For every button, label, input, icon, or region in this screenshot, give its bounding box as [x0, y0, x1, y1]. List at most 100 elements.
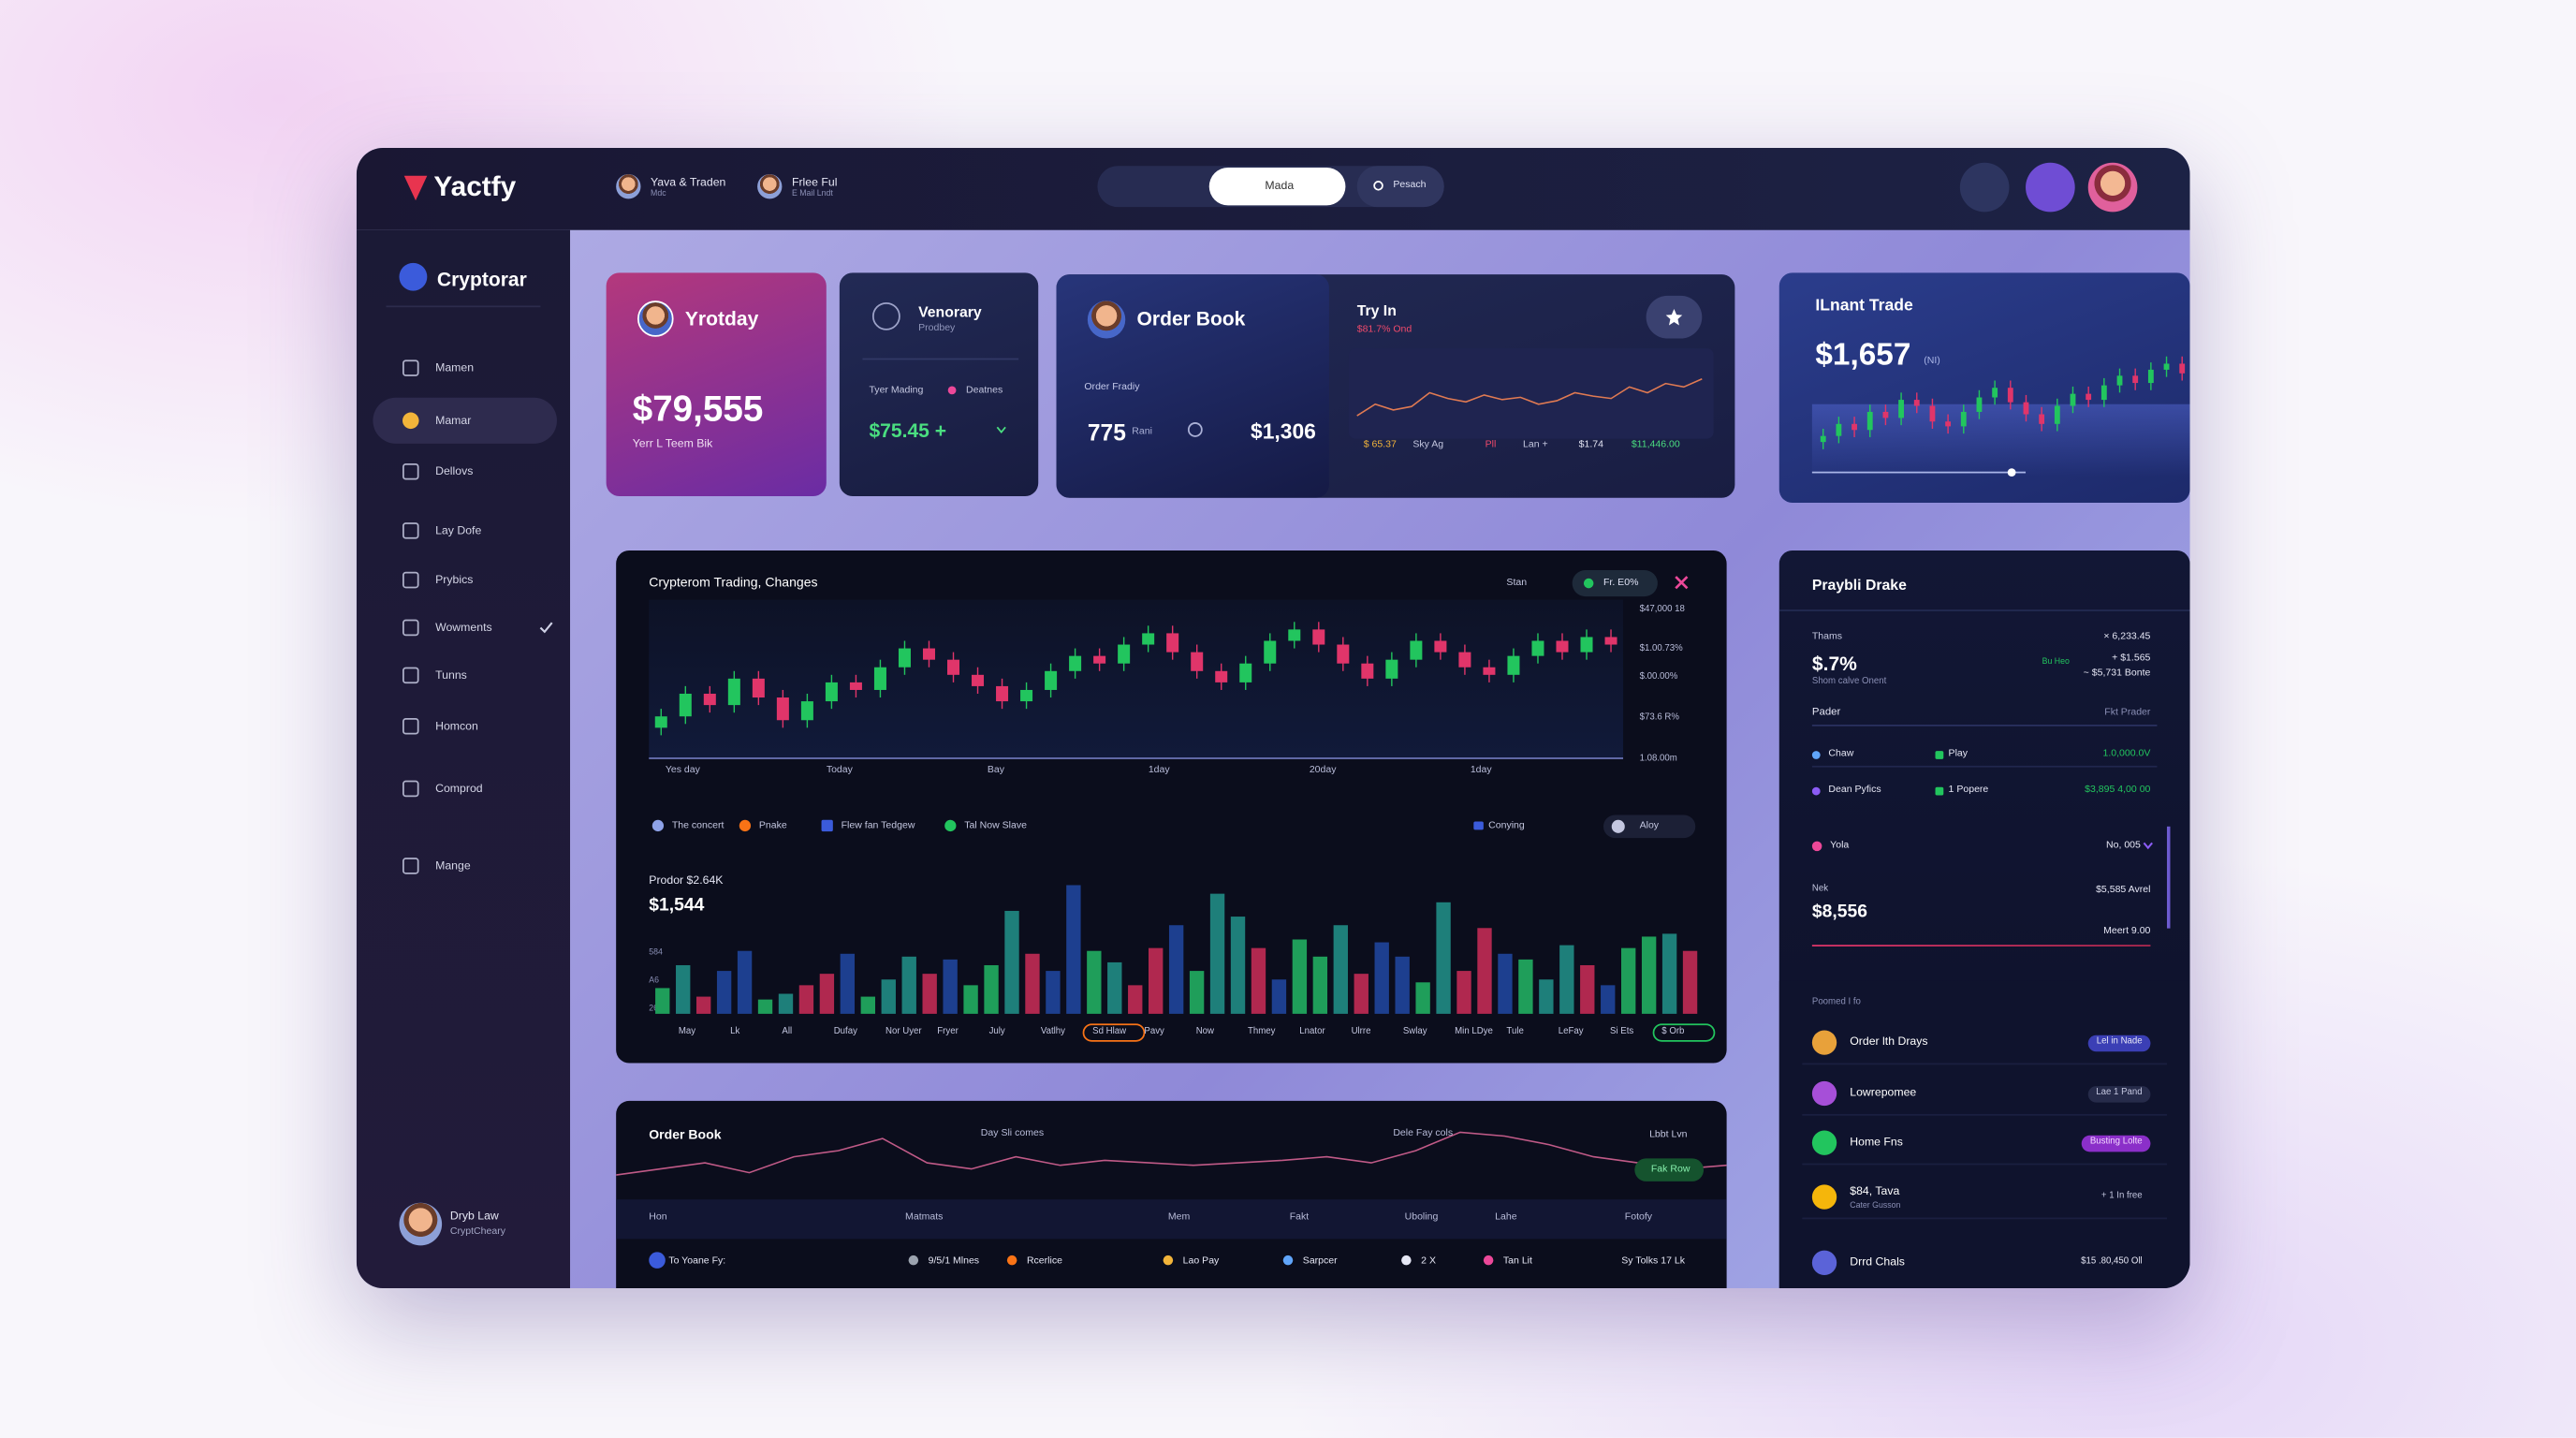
candle-body: [1118, 644, 1131, 664]
chart-area: [649, 599, 1624, 759]
volume-bar: [1149, 947, 1164, 1014]
label: Deatnes: [965, 386, 1003, 396]
x-label: Min LDye: [1455, 1026, 1493, 1037]
check-icon: [539, 622, 553, 634]
list-name: Drrd Chals: [1850, 1256, 1905, 1269]
order-book-card[interactable]: Order Book Order Fradiy 775 Rani $1,306 Try I…: [1056, 274, 1735, 498]
icon: [1611, 819, 1625, 833]
list-name: Lowrepomee: [1850, 1087, 1917, 1100]
volume-bar: [798, 985, 814, 1014]
list-tag: Busting Lolte: [2082, 1135, 2151, 1152]
candle-body: [2007, 388, 2013, 403]
close-icon: [1675, 576, 1689, 590]
legend-label: The concert: [671, 821, 724, 832]
volume-bar: [1415, 982, 1430, 1014]
cell: 2 X: [1421, 1256, 1436, 1268]
dropdown[interactable]: Aloy: [1603, 814, 1696, 839]
candle-body: [1312, 629, 1325, 645]
icon: [996, 426, 1006, 433]
star-button[interactable]: [1646, 295, 1703, 339]
cell: $3,895 4,00 00: [2085, 785, 2151, 796]
search-box[interactable]: Pesach: [1356, 166, 1444, 208]
nav-item: Mamen: [435, 362, 475, 375]
button-label: Fak Row: [1650, 1165, 1690, 1175]
tab-active[interactable]: Mada: [1208, 168, 1346, 206]
candle-body: [2132, 375, 2139, 384]
divider: [1811, 765, 2158, 768]
candle-body: [1580, 637, 1593, 653]
user-sub: E Mail Lndt: [791, 188, 833, 199]
volume-bar: [1046, 971, 1061, 1014]
candle-body: [1045, 670, 1058, 690]
candle-body: [2023, 402, 2029, 415]
search-button[interactable]: [1959, 162, 2010, 213]
candle-body: [1929, 405, 1936, 422]
x-label: Vatlhy: [1040, 1026, 1065, 1037]
card-value: $75.45 +: [869, 418, 947, 443]
candle-body: [679, 694, 692, 717]
icon: [2143, 842, 2153, 850]
row-icon: [1811, 786, 1821, 796]
cell: Rcerlice: [1026, 1256, 1062, 1268]
value: $1,544: [649, 895, 705, 916]
filter-pill[interactable]: Fr. E0%: [1572, 570, 1658, 597]
cell: Lao Pay: [1182, 1256, 1220, 1268]
row-icon: [649, 1252, 666, 1269]
menu-button[interactable]: [2026, 162, 2075, 213]
x-label: $ Orb: [1661, 1026, 1685, 1037]
list-icon: [1811, 1184, 1837, 1210]
stat: $ 65.37: [1363, 440, 1397, 450]
volume-bar: [1312, 956, 1328, 1014]
candle-body: [1898, 400, 1905, 418]
list-sub: Cater Gusson: [1850, 1200, 1901, 1211]
venorary-card[interactable]: Venorary Prodbey Tyer Mading Deatnes $75.45 …: [839, 272, 1039, 497]
candle-body: [1556, 640, 1569, 653]
column-header: Hon: [649, 1212, 667, 1223]
list-tag: Lel in Nade: [2088, 1034, 2151, 1051]
panel-title: Crypterom Trading, Changes: [649, 575, 818, 591]
volume-bar: [1271, 979, 1287, 1014]
column-header: Uboling: [1404, 1212, 1439, 1223]
instant-trade-card[interactable]: ILnant Trade $1,657 (NI): [1778, 272, 2190, 504]
stat: $5,585 Avrel: [2096, 885, 2151, 896]
card-title: Try In: [1356, 301, 1397, 319]
x-label: 1day: [1470, 765, 1492, 776]
dropdown: Lbbt Lvn: [1649, 1130, 1688, 1141]
candle-body: [1992, 388, 1998, 398]
avatar: [1087, 301, 1126, 339]
candle-body: [947, 659, 960, 675]
yesterday-card[interactable]: Yrotday $79,555 Yerr L Teem Bik: [606, 272, 827, 497]
price-label: 1.08.00m: [1639, 754, 1677, 765]
volume-bar: [1107, 961, 1122, 1014]
cell: Play: [1948, 749, 1969, 759]
line: [616, 1131, 1727, 1176]
legend-label: Flew fan Tedgew: [841, 821, 915, 832]
x-label: Dufay: [833, 1026, 857, 1037]
list-icon: [1811, 1130, 1837, 1155]
candle-body: [825, 682, 838, 702]
instant-chart: [1820, 356, 2186, 449]
axis-label: 584: [649, 947, 663, 959]
list-icon: [1811, 1080, 1837, 1107]
volume-bar: [1395, 956, 1410, 1014]
x-label: LeFay: [1558, 1026, 1584, 1037]
card-sub: $81.7% Ond: [1356, 325, 1412, 336]
pill: [1082, 1023, 1146, 1042]
user-sub: Mdc: [651, 188, 666, 199]
profile-avatar[interactable]: [2087, 162, 2138, 213]
divider: [386, 305, 541, 308]
volume-bar: [881, 979, 896, 1014]
button[interactable]: Fak Row: [1634, 1158, 1705, 1181]
nav-item: Tunns: [435, 670, 467, 682]
volume-bar: [1601, 985, 1616, 1014]
nav-icon: [402, 858, 419, 874]
row-icon: [1811, 751, 1821, 759]
label: Yola: [1830, 841, 1850, 852]
card-sub: Yerr L Teem Bik: [632, 438, 713, 450]
list-tag: Lae 1 Pand: [2087, 1086, 2151, 1102]
list-name: Home Fns: [1850, 1137, 1903, 1149]
candle-body: [1836, 423, 1842, 436]
x-label: Lnator: [1299, 1026, 1325, 1037]
candle-body: [1507, 655, 1520, 675]
